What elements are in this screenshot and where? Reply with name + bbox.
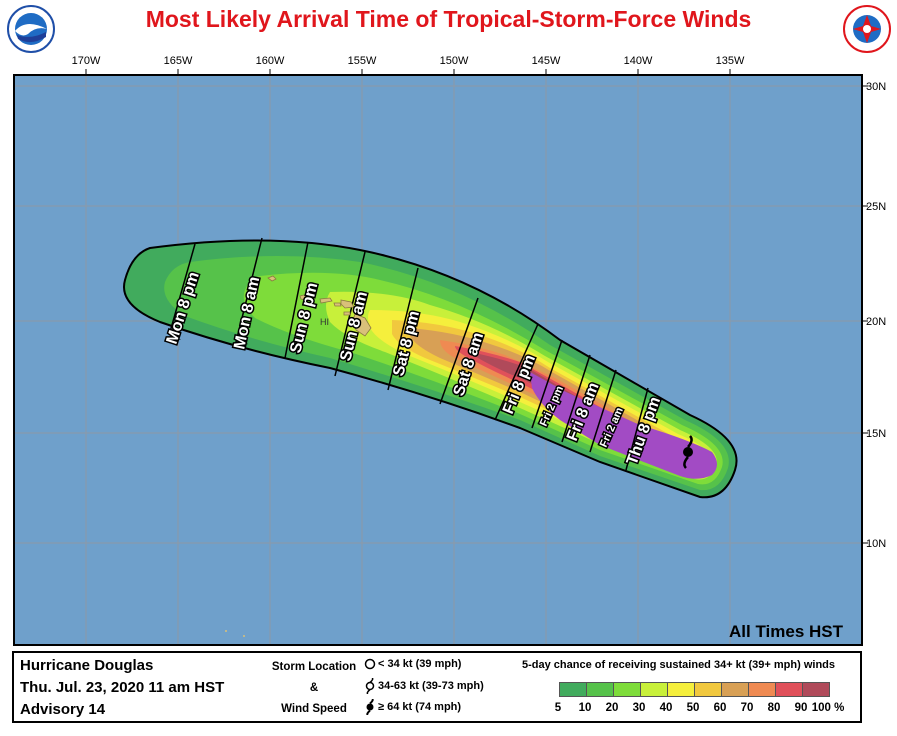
scale-label: 20 [605, 702, 619, 714]
latitude-label: 15N [866, 428, 886, 440]
map-title: Most Likely Arrival Time of Tropical-Sto… [145, 6, 752, 32]
scale-swatch [802, 682, 830, 697]
storm-name: Hurricane Douglas [20, 657, 154, 674]
longitude-labels: 170W 165W 160W 155W 150W 145W 140W 135W [72, 55, 745, 67]
scale-label: 50 [686, 702, 700, 714]
scale-label: 70 [740, 702, 754, 714]
info-panel: Hurricane Douglas Thu. Jul. 23, 2020 11 … [12, 651, 862, 723]
scale-swatch [694, 682, 722, 697]
longitude-label: 160W [256, 55, 285, 67]
longitude-label: 140W [624, 55, 653, 67]
circle-icon [364, 658, 376, 670]
nws-logo-icon [843, 5, 891, 53]
scale-swatch [586, 682, 614, 697]
latitude-label: 20N [866, 316, 886, 328]
latitude-label: 10N [866, 538, 886, 550]
latitude-label: 25N [866, 201, 886, 213]
scale-label: 90 [794, 702, 808, 714]
probability-legend-title: 5-day chance of receiving sustained 34+ … [522, 659, 835, 671]
legend-symbol-row: < 34 kt (39 mph) [364, 658, 461, 670]
longitude-label: 165W [164, 55, 193, 67]
scale-label: 5 [554, 702, 562, 714]
hawaiian-islands [267, 275, 372, 337]
island-speck [243, 635, 245, 637]
swath-outline [123, 239, 738, 499]
legend-heading-line: Storm Location [271, 661, 357, 673]
time-zone-note: All Times HST [729, 622, 844, 641]
place-label-hi: HI [320, 317, 329, 327]
legend-symbol-row: ≥ 64 kt (74 mph) [364, 698, 461, 716]
scale-label: 100 % [811, 702, 845, 714]
island-speck [225, 630, 227, 632]
latitude-label: 30N [866, 81, 886, 93]
scale-label: 60 [713, 702, 727, 714]
scale-swatch [613, 682, 641, 697]
hurricane-location-icon [683, 435, 693, 469]
storm-location-legend-heading: Storm Location & Wind Speed [264, 657, 364, 720]
scale-swatch [640, 682, 668, 697]
storm-info: Hurricane Douglas Thu. Jul. 23, 2020 11 … [20, 655, 224, 721]
tropical-storm-icon [365, 677, 375, 695]
probability-color-scale [559, 682, 830, 697]
scale-label: 80 [767, 702, 781, 714]
latitude-ticks [862, 85, 868, 544]
longitude-label: 135W [716, 55, 745, 67]
scale-swatch [721, 682, 749, 697]
forecast-map: HI Mon 8 pm Mon 8 am Sun 8 pm Sun 8 am S… [13, 55, 886, 646]
legend-heading-line: & [309, 682, 319, 694]
arrival-isochrones [169, 237, 649, 471]
advisory-issued-time: Thu. Jul. 23, 2020 11 am HST [20, 679, 225, 696]
longitude-label: 145W [532, 55, 561, 67]
legend-heading-line: Wind Speed [281, 703, 347, 715]
latitude-labels: 30N 25N 20N 15N 10N [866, 81, 886, 550]
legend-symbol-row: 34-63 kt (39-73 mph) [364, 677, 484, 695]
scale-swatch [667, 682, 695, 697]
longitude-ticks [85, 69, 731, 75]
scale-label: 30 [632, 702, 646, 714]
hurricane-icon [366, 698, 374, 716]
scale-swatch [748, 682, 776, 697]
map-frame [13, 74, 863, 646]
longitude-label: 170W [72, 55, 101, 67]
scale-swatch [775, 682, 803, 697]
noaa-logo-icon [7, 5, 55, 53]
scale-swatch [559, 682, 587, 697]
longitude-label: 150W [440, 55, 469, 67]
longitude-label: 155W [348, 55, 377, 67]
scale-label: 40 [659, 702, 673, 714]
scale-label: 10 [578, 702, 592, 714]
advisory-number: Advisory 14 [20, 701, 106, 718]
